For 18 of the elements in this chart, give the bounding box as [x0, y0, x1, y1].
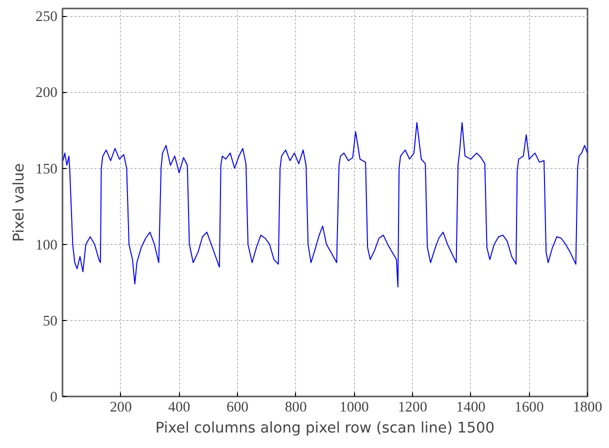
y-axis-title: Pixel value	[10, 163, 28, 242]
x-tick-label: 600	[226, 400, 248, 416]
x-tick-label: 800	[284, 400, 307, 416]
x-tick-label: 1000	[340, 400, 369, 416]
y-tick-label: 100	[36, 237, 58, 254]
x-tick-label: 1600	[514, 400, 544, 416]
x-tick-label: 1800	[572, 400, 602, 416]
y-tick-label: 150	[36, 161, 58, 178]
line-series	[62, 122, 588, 288]
y-tick-label: 50	[42, 313, 58, 330]
x-axis-title: Pixel columns along pixel row (scan line) 1500	[155, 420, 495, 436]
x-tick-label: 200	[110, 400, 132, 416]
x-tick-label: 400	[168, 400, 190, 416]
y-tick-label: 200	[36, 85, 58, 102]
y-tick-label: 250	[36, 9, 58, 26]
x-tick-label: 1200	[398, 400, 428, 416]
x-tick-label: 1400	[456, 400, 486, 416]
y-tick-label: 0	[50, 390, 58, 406]
